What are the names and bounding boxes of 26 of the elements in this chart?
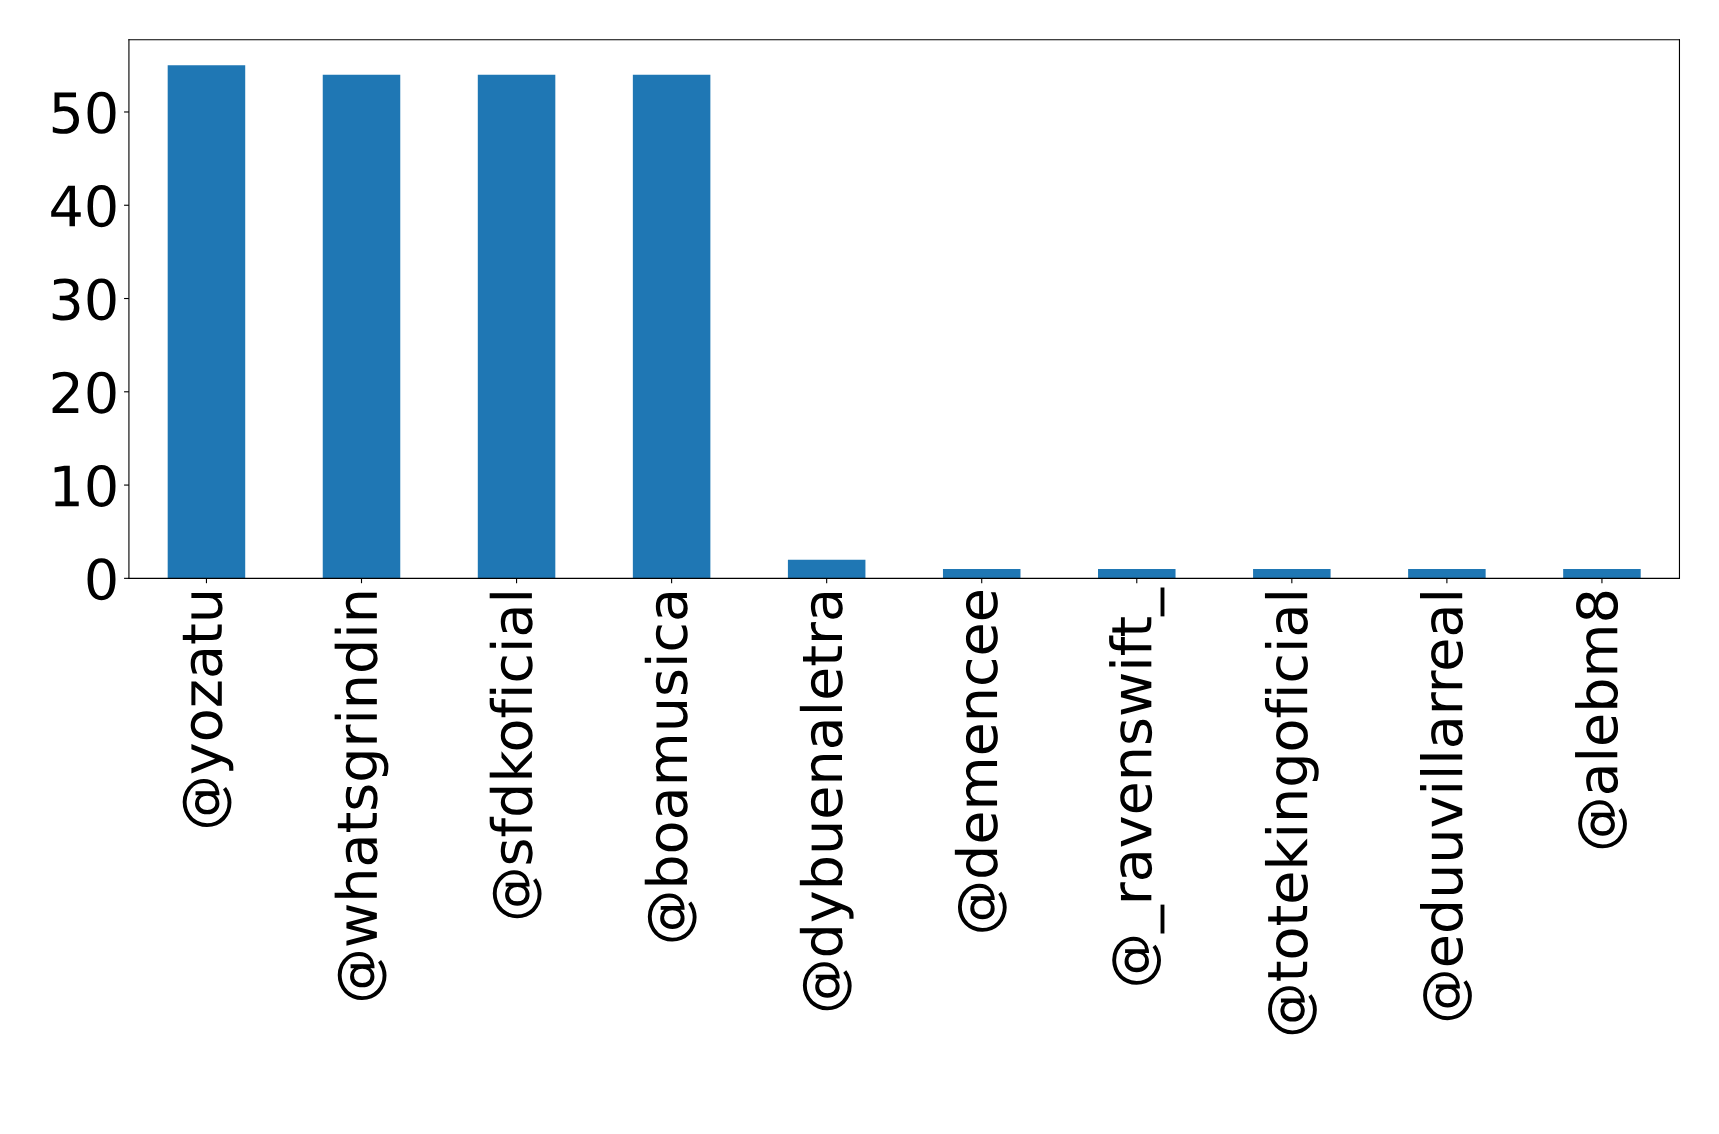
x-tick-label: @boamusica [644, 593, 697, 942]
x-tick-label: @alebm8 [1575, 591, 1627, 849]
y-tick-label: 10 [54, 464, 116, 507]
y-tick-label: 0 [87, 558, 116, 601]
y-tick-label: 20 [52, 371, 116, 414]
x-tick-label: @eduuvillarreal [1420, 593, 1472, 1021]
x-tick-label: @demencee [954, 591, 1007, 932]
y-tick-label: 30 [52, 278, 116, 321]
x-tick-label: @_ravenswift_ [1109, 587, 1165, 985]
bar [1408, 569, 1486, 579]
bar [167, 65, 246, 579]
x-tick-label: @whatsgrindin [334, 592, 389, 1001]
bar [477, 74, 556, 579]
y-tick-label: 50 [52, 91, 116, 134]
bar [942, 569, 1021, 579]
x-tick-label: @dybuenaletra [799, 593, 854, 1011]
bar [1563, 569, 1641, 579]
y-tick-label: 40 [51, 185, 116, 228]
x-tick-label: @sfdkoficial [489, 593, 542, 919]
x-tick-label: @totekingoficial [1264, 593, 1319, 1035]
bar [787, 559, 866, 579]
bar [1098, 569, 1176, 579]
bar [322, 74, 401, 579]
x-tick-label: @yozatu [182, 593, 234, 828]
bar [632, 74, 711, 579]
bar [1253, 569, 1331, 579]
